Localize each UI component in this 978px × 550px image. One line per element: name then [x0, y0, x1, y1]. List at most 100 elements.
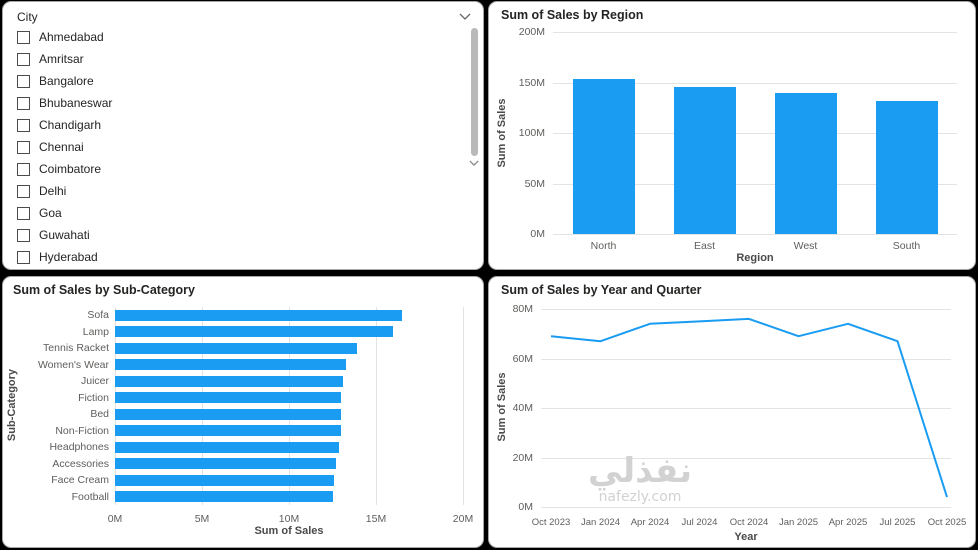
bar-football[interactable]: [115, 491, 333, 503]
year-quarter-line-chart-card: Sum of Sales by Year and Quarter 0M 20M 40…: [488, 276, 976, 548]
slicer-item-label: Delhi: [39, 184, 67, 198]
category-label: Face Cream: [51, 474, 109, 487]
x-axis-title: Year: [734, 531, 758, 543]
bar-south[interactable]: [875, 100, 938, 234]
category-label: Headphones: [49, 441, 109, 454]
scrollbar-thumb[interactable]: [471, 28, 478, 156]
slicer-item-coimbatore[interactable]: Coimbatore: [17, 158, 459, 180]
x-tick-label: West: [793, 240, 818, 252]
gridline: [202, 307, 203, 505]
y-tick-label: 60M: [512, 352, 533, 365]
slicer-item-guwahati[interactable]: Guwahati: [17, 224, 459, 246]
x-tick-label: Oct 2025: [927, 517, 967, 528]
slicer-item-goa[interactable]: Goa: [17, 202, 459, 224]
x-tick-label: Jul 2024: [681, 517, 718, 528]
category-label: Non-Fiction: [55, 424, 109, 437]
x-tick-label: East: [693, 240, 715, 252]
year-quarter-line-chart: 0M 20M 40M 60M 80M Oct 2023 Jan 2024 Apr 2024 Ju…: [489, 277, 975, 547]
bar-west[interactable]: [774, 92, 837, 234]
slicer-item-bangalore[interactable]: Bangalore: [17, 70, 459, 92]
bar-non-fiction[interactable]: [115, 425, 342, 437]
gridline: [553, 82, 957, 84]
bar-lamp[interactable]: [115, 326, 394, 338]
category-label: Juicer: [80, 375, 109, 388]
category-label: Sofa: [87, 309, 109, 322]
subcategory-bar-chart: 0M 5M 10M 15M 20M Sofa Lamp Tennis Racket Women'…: [3, 277, 483, 547]
bar-north[interactable]: [572, 79, 635, 234]
slicer-item-hyderabad[interactable]: Hyderabad: [17, 246, 459, 268]
slicer-item-chandigarh[interactable]: Chandigarh: [17, 114, 459, 136]
slicer-item-delhi[interactable]: Delhi: [17, 180, 459, 202]
category-label: Fiction: [78, 391, 109, 404]
x-axis-title: Region: [736, 252, 774, 264]
slicer-list: Ahmedabad Amritsar Bangalore Bhubaneswar Cha…: [17, 26, 459, 268]
x-tick-label: South: [892, 240, 921, 252]
x-tick-label: Jul 2025: [879, 517, 916, 528]
checkbox-unchecked[interactable]: [17, 74, 30, 88]
slicer-item-ahmedabad[interactable]: Ahmedabad: [17, 26, 459, 48]
checkbox-unchecked[interactable]: [17, 184, 30, 198]
y-tick-label: 40M: [512, 402, 533, 414]
bar-headphones[interactable]: [115, 441, 340, 453]
gridline: [289, 307, 290, 505]
slicer-item-label: Goa: [39, 206, 62, 220]
gridline: [553, 234, 957, 235]
checkbox-unchecked[interactable]: [17, 118, 30, 132]
slicer-title: City: [17, 10, 38, 24]
category-label: Tennis Racket: [43, 342, 109, 355]
y-tick-label: 0M: [518, 501, 533, 513]
y-axis-title: Sum of Sales: [496, 98, 508, 168]
x-tick-label: Jan 2025: [778, 517, 819, 528]
y-axis-title: Sub-Category: [6, 368, 18, 442]
checkbox-unchecked[interactable]: [17, 30, 30, 44]
slicer-item-label: Guwahati: [39, 228, 90, 242]
gridline: [541, 408, 951, 409]
gridline: [376, 307, 377, 505]
x-axis-title: Sum of Sales: [254, 525, 324, 537]
checkbox-unchecked[interactable]: [17, 162, 30, 176]
bar-face-cream[interactable]: [115, 474, 335, 486]
bar-sofa[interactable]: [115, 309, 403, 321]
gridline: [553, 183, 957, 185]
bar-tennis-racket[interactable]: [115, 342, 357, 354]
gridline: [463, 307, 464, 505]
slicer-item-label: Coimbatore: [39, 162, 102, 176]
x-tick-label: Oct 2024: [729, 517, 769, 528]
gridline: [553, 32, 957, 33]
bar-juicer[interactable]: [115, 375, 343, 387]
gridline: [541, 457, 951, 459]
slicer-item-chennai[interactable]: Chennai: [17, 136, 459, 158]
slicer-item-label: Ahmedabad: [39, 30, 104, 44]
checkbox-unchecked[interactable]: [17, 206, 30, 220]
x-tick-label: 20M: [452, 513, 474, 525]
bar-bed[interactable]: [115, 408, 342, 420]
x-tick-label: 0M: [107, 513, 123, 525]
chevron-down-icon[interactable]: [459, 13, 471, 20]
x-tick-label: Apr 2025: [828, 517, 868, 528]
slicer-item-label: Chennai: [39, 140, 84, 154]
bar-fiction[interactable]: [115, 392, 342, 404]
y-axis-title: Sum of Sales: [496, 372, 508, 442]
checkbox-unchecked[interactable]: [17, 96, 30, 110]
gridline: [115, 307, 116, 505]
slicer-item-amritsar[interactable]: Amritsar: [17, 48, 459, 70]
slicer-item-label: Bangalore: [39, 74, 94, 88]
y-tick-label: 100M: [518, 127, 545, 139]
checkbox-unchecked[interactable]: [17, 250, 30, 264]
chart-title: Sum of Sales by Year and Quarter: [501, 283, 702, 297]
category-label: Lamp: [82, 325, 109, 338]
checkbox-unchecked[interactable]: [17, 52, 30, 66]
y-tick-label: 200M: [518, 26, 545, 38]
scrollbar-chevron-down-icon[interactable]: [469, 160, 479, 166]
bar-east[interactable]: [673, 86, 736, 234]
checkbox-unchecked[interactable]: [17, 140, 30, 154]
slicer-item-bhubaneswar[interactable]: Bhubaneswar: [17, 92, 459, 114]
checkbox-unchecked[interactable]: [17, 228, 30, 242]
gridline: [553, 133, 957, 134]
bar-accessories[interactable]: [115, 458, 336, 470]
category-label: Bed: [90, 408, 109, 421]
bar-women-s-wear[interactable]: [115, 359, 347, 371]
slicer-item-label: Hyderabad: [39, 250, 98, 264]
slicer-item-label: Chandigarh: [39, 118, 102, 132]
category-label: Women's Wear: [37, 358, 109, 371]
